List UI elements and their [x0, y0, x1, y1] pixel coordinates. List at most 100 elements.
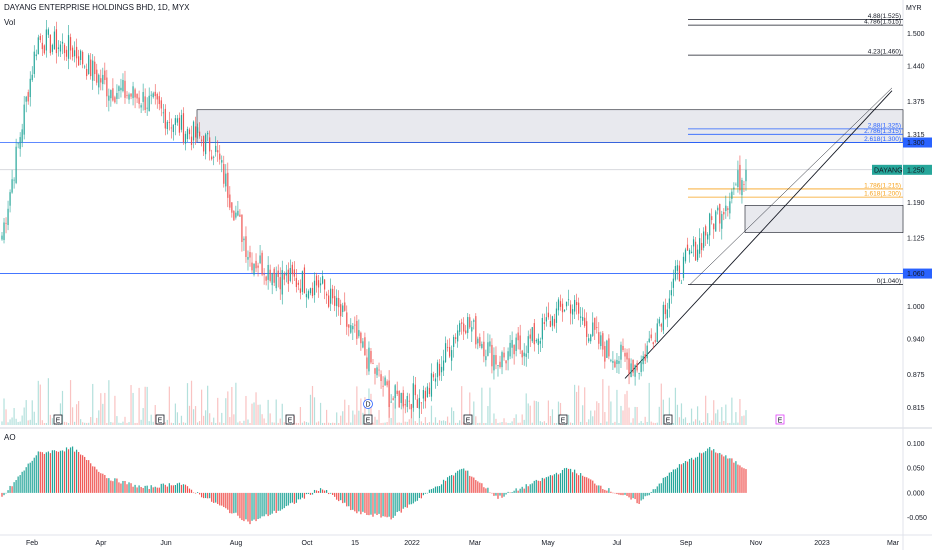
volume-bar [323, 422, 326, 425]
ao-bar [281, 492, 283, 510]
ao-bar [539, 481, 541, 493]
ao-bar [124, 480, 126, 493]
ao-bar [196, 492, 199, 493]
volume-bar [660, 383, 662, 425]
candle-body [291, 264, 293, 275]
ao-bar [332, 492, 334, 496]
ao-bar [561, 469, 564, 493]
candle-body [122, 80, 124, 92]
volume-bar [390, 417, 392, 425]
ao-bar [358, 492, 360, 512]
ao-bar [245, 492, 247, 520]
volume-bar [713, 400, 715, 425]
candle-body [279, 277, 281, 290]
ao-bar [680, 464, 683, 493]
candle-body [178, 117, 181, 133]
candle-body [432, 374, 435, 378]
ao-bar [267, 492, 269, 517]
ao-bar [684, 461, 687, 493]
candle-body [249, 252, 251, 258]
candle-body [114, 97, 116, 103]
candle-body [453, 336, 455, 347]
ao-bar [630, 492, 632, 500]
ao-bar [525, 484, 527, 493]
ao-bar [37, 451, 39, 493]
ao-bar [531, 483, 533, 493]
volume-bar [430, 405, 433, 425]
volume-bar [535, 401, 537, 425]
volume-bar [688, 422, 691, 425]
ao-bar [285, 492, 287, 507]
volume-bar [184, 422, 187, 425]
candle-body [493, 354, 495, 371]
ao-bar [416, 492, 418, 501]
ao-bar [380, 492, 382, 518]
volume-bar [23, 407, 25, 425]
candle-body [243, 238, 245, 241]
time-label-2: Jun [160, 540, 171, 547]
volume-bar [120, 423, 122, 425]
ao-bar [557, 474, 560, 493]
candle-body [1, 235, 3, 240]
volume-bar [451, 407, 453, 425]
candle-body [567, 299, 570, 301]
support-zone [744, 205, 904, 233]
candle-body [41, 42, 43, 50]
ao-bar [277, 492, 279, 511]
candle-body [241, 214, 243, 242]
ao-bar [178, 482, 181, 493]
ao-bar [604, 489, 606, 493]
volume-bar [267, 399, 269, 425]
volume-bar [630, 422, 632, 425]
candle-body [192, 121, 195, 141]
ao-bar [235, 492, 237, 513]
ao-bar [271, 492, 273, 514]
candle-body [694, 241, 697, 261]
volume-bar [362, 412, 364, 425]
ao-bar [699, 452, 701, 493]
volume-bar [711, 420, 713, 425]
candle-body [727, 208, 729, 210]
ao-bar [731, 458, 733, 493]
ao-bar [247, 492, 249, 522]
ao-bar [610, 491, 612, 493]
candle-body [108, 95, 110, 101]
ao-bar [503, 492, 505, 497]
volume-bar [442, 420, 445, 425]
candle-body [7, 208, 9, 226]
volume-bar [37, 380, 39, 425]
ao-bar [257, 492, 259, 520]
volume-bar [225, 398, 227, 425]
volume-bar [692, 421, 695, 425]
volume-bar [719, 421, 721, 425]
volume-bar [51, 418, 54, 425]
volume-bar [428, 422, 431, 425]
volume-bar [644, 416, 646, 425]
trendline-1 [624, 90, 893, 379]
ao-bar [33, 457, 35, 493]
candle-body [78, 56, 80, 66]
ao-bar [140, 487, 142, 493]
candle-body [513, 344, 515, 355]
volume-bar [311, 385, 314, 425]
ao-bar [384, 492, 386, 517]
ao-bar [737, 464, 739, 493]
ao-bar [130, 483, 132, 493]
volume-bar [33, 411, 35, 425]
candle-body [378, 369, 380, 371]
candle-body [303, 267, 306, 294]
ao-bar [354, 492, 356, 512]
candle-body [51, 44, 54, 52]
ao-bar [116, 478, 118, 493]
ao-bar [432, 488, 435, 493]
ao-bar [364, 492, 366, 513]
ao-bar [233, 492, 235, 514]
ao-bar [741, 467, 743, 493]
volume-bar [543, 421, 545, 425]
ao-bar [616, 492, 618, 495]
candle-body [737, 170, 739, 187]
ao-bar [346, 492, 348, 507]
volume-bar [626, 390, 628, 425]
candle-body [253, 263, 255, 275]
